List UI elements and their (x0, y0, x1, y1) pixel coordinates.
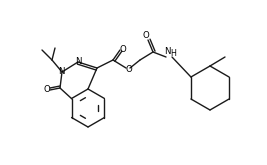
Text: N: N (58, 67, 64, 77)
Text: N: N (75, 56, 81, 66)
Text: O: O (143, 32, 149, 40)
Text: O: O (120, 45, 126, 53)
Text: H: H (170, 50, 176, 59)
Text: N: N (164, 48, 170, 56)
Text: O: O (44, 85, 50, 95)
Text: O: O (126, 65, 132, 73)
